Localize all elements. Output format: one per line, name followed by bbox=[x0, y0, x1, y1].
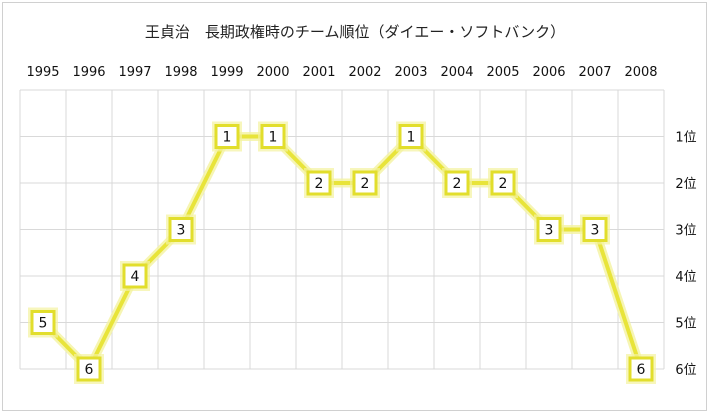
data-point: 2 bbox=[350, 168, 380, 198]
data-point-marker bbox=[444, 170, 470, 196]
chart-frame bbox=[2, 2, 707, 411]
data-point: 2 bbox=[304, 168, 334, 198]
data-label: 2 bbox=[499, 176, 508, 192]
data-label: 3 bbox=[177, 223, 186, 239]
data-label: 6 bbox=[637, 362, 646, 378]
data-label: 2 bbox=[361, 176, 370, 192]
x-tick-label: 2001 bbox=[302, 65, 335, 80]
y-tick-label: 3位 bbox=[675, 224, 696, 239]
data-point-marker bbox=[536, 217, 562, 242]
data-label: 5 bbox=[39, 316, 48, 332]
x-tick-label: 2002 bbox=[348, 65, 381, 80]
data-point-marker bbox=[352, 170, 378, 196]
data-point-marker bbox=[628, 356, 654, 382]
series-markers: 5 6 4 3 1 1 2 2 1 2 2 3 3 6 bbox=[28, 121, 656, 384]
data-label: 2 bbox=[453, 176, 462, 192]
x-tick-label: 2007 bbox=[578, 65, 611, 80]
data-point: 3 bbox=[166, 214, 196, 245]
y-tick-label: 6位 bbox=[675, 363, 696, 378]
x-tick-label: 2004 bbox=[440, 65, 473, 80]
x-tick-label: 2000 bbox=[256, 65, 289, 80]
x-tick-label: 1996 bbox=[72, 65, 105, 80]
data-point: 6 bbox=[626, 354, 656, 384]
data-point: 6 bbox=[74, 354, 104, 384]
y-tick-label: 4位 bbox=[675, 270, 696, 285]
y-tick-label: 1位 bbox=[675, 131, 696, 146]
data-point: 1 bbox=[212, 121, 242, 152]
y-tick-label: 5位 bbox=[675, 317, 696, 332]
data-point: 1 bbox=[396, 121, 426, 152]
data-point: 3 bbox=[580, 214, 610, 245]
data-label: 1 bbox=[269, 130, 278, 146]
data-point: 3 bbox=[534, 214, 564, 245]
x-tick-label: 2008 bbox=[624, 65, 657, 80]
data-point: 2 bbox=[488, 168, 518, 198]
x-tick-label: 2005 bbox=[486, 65, 519, 80]
chart-title: 王貞治 長期政権時のチーム順位（ダイエー・ソフトバンク） bbox=[145, 23, 565, 41]
y-tick-label: 2位 bbox=[675, 177, 696, 192]
data-point-marker bbox=[122, 263, 148, 289]
x-tick-label: 1998 bbox=[164, 65, 197, 80]
x-axis-tick-labels: 1995 1996 1997 1998 1999 2000 2001 2002 2003 2004… bbox=[26, 65, 657, 80]
data-label: 6 bbox=[85, 362, 94, 378]
data-point-marker bbox=[398, 124, 424, 149]
data-point-marker bbox=[214, 124, 240, 149]
data-label: 1 bbox=[407, 130, 416, 146]
data-label: 1 bbox=[223, 130, 232, 146]
data-point-marker bbox=[582, 217, 608, 242]
x-tick-label: 1995 bbox=[26, 65, 59, 80]
data-point: 1 bbox=[258, 121, 288, 152]
y-axis-tick-labels: 1位 2位 3位 4位 5位 6位 bbox=[675, 131, 696, 379]
data-point: 4 bbox=[120, 261, 150, 291]
data-point-marker bbox=[30, 310, 56, 335]
data-point-marker bbox=[490, 170, 516, 196]
x-tick-label: 2003 bbox=[394, 65, 427, 80]
data-point: 2 bbox=[442, 168, 472, 198]
data-label: 3 bbox=[591, 223, 600, 239]
x-tick-label: 1997 bbox=[118, 65, 151, 80]
data-point-marker bbox=[306, 170, 332, 196]
data-label: 2 bbox=[315, 176, 324, 192]
x-tick-label: 1999 bbox=[210, 65, 243, 80]
data-point-marker bbox=[260, 124, 286, 149]
data-label: 3 bbox=[545, 223, 554, 239]
data-point-marker bbox=[76, 356, 102, 382]
data-point-marker bbox=[168, 217, 194, 242]
x-tick-label: 2006 bbox=[532, 65, 565, 80]
data-point: 5 bbox=[28, 307, 58, 338]
data-label: 4 bbox=[131, 269, 140, 285]
